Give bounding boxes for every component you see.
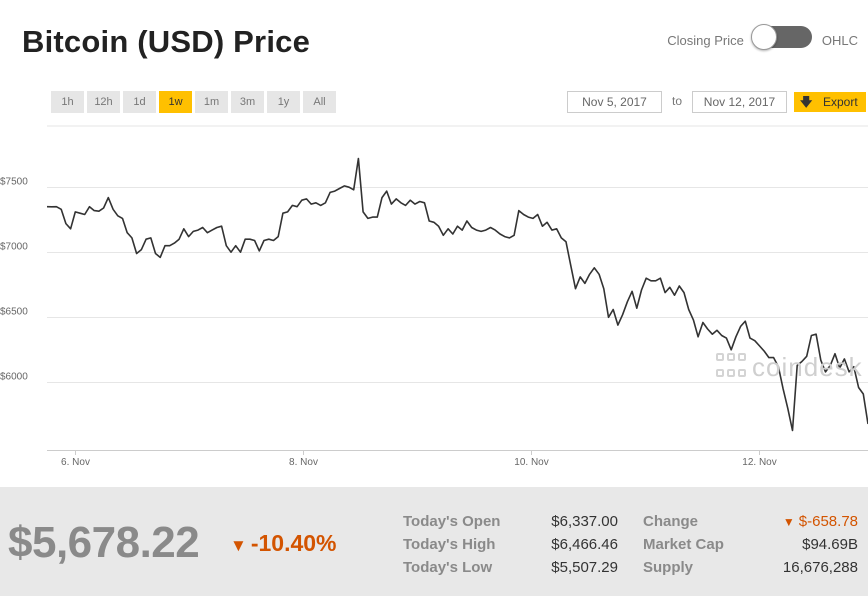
ohlc-label: OHLC <box>821 32 858 48</box>
date-from-input[interactable]: Nov 5, 2017 <box>567 91 662 113</box>
range-button-1m[interactable]: 1m <box>195 91 228 113</box>
today-high-value: $6,466.46 <box>551 536 618 553</box>
down-triangle-icon: ▼ <box>230 536 247 555</box>
today-low-value: $5,507.29 <box>551 559 618 576</box>
supply-value: 16,676,288 <box>782 559 858 576</box>
today-open-value: $6,337.00 <box>551 513 618 530</box>
supply-label: Supply <box>643 559 694 576</box>
change-value: ▼ $-658.78 <box>740 513 858 530</box>
export-label: Export <box>823 95 858 109</box>
download-arrow-icon: 🡇 <box>800 95 813 109</box>
price-mode-toggle-group: Closing Price OHLC <box>667 24 858 50</box>
price-chart: $6000 $6500 $7000 $7500 6. Nov 8. Nov 10. Nov 1… <box>0 125 868 468</box>
change-amount: $-658.78 <box>798 513 858 530</box>
coindesk-logo-icon <box>716 352 746 383</box>
coindesk-watermark: coindesk <box>716 352 863 383</box>
change-percent: ▼ -10.40% <box>230 530 337 557</box>
range-button-1y[interactable]: 1y <box>267 91 300 113</box>
date-to-label: to <box>672 94 683 108</box>
date-to-input[interactable]: Nov 12, 2017 <box>692 91 787 113</box>
y-tick-label: $6000 <box>0 372 28 383</box>
x-tick-label: 12. Nov <box>742 457 776 468</box>
range-button-3m[interactable]: 3m <box>231 91 264 113</box>
x-tick-label: 10. Nov <box>514 457 548 468</box>
x-tick-label: 8. Nov <box>289 457 318 468</box>
change-percent-value: -10.40% <box>250 530 337 556</box>
market-cap-label: Market Cap <box>643 536 724 553</box>
watermark-text: coindesk <box>752 352 863 382</box>
market-cap-value: $94.69B <box>802 536 858 553</box>
price-stats-panel: $5,678.22 ▼ -10.40% Today's Open $6,337.0… <box>0 487 868 596</box>
current-price: $5,678.22 <box>8 518 200 567</box>
y-tick-label: $6500 <box>0 307 28 318</box>
price-mode-toggle[interactable] <box>750 24 812 50</box>
range-button-1d[interactable]: 1d <box>123 91 156 113</box>
page-title: Bitcoin (USD) Price <box>22 24 311 59</box>
x-tick-label: 6. Nov <box>61 457 90 468</box>
time-range-selector: 1h 12h 1d 1w 1m 3m 1y All <box>51 91 339 113</box>
y-tick-label: $7000 <box>0 242 28 253</box>
range-button-1w[interactable]: 1w <box>159 91 192 113</box>
down-triangle-icon: ▼ <box>782 515 795 529</box>
range-button-all[interactable]: All <box>303 91 336 113</box>
change-label: Change <box>643 513 699 530</box>
closing-price-label: Closing Price <box>667 32 744 48</box>
price-series-line <box>46 157 868 432</box>
range-button-12h[interactable]: 12h <box>87 91 120 113</box>
y-tick-label: $7500 <box>0 177 28 188</box>
today-low-label: Today's Low <box>403 559 493 576</box>
today-open-label: Today's Open <box>403 513 501 530</box>
range-button-1h[interactable]: 1h <box>51 91 84 113</box>
export-button[interactable]: 🡇 Export <box>794 92 866 112</box>
toggle-knob[interactable] <box>750 24 777 50</box>
today-high-label: Today's High <box>403 536 496 553</box>
